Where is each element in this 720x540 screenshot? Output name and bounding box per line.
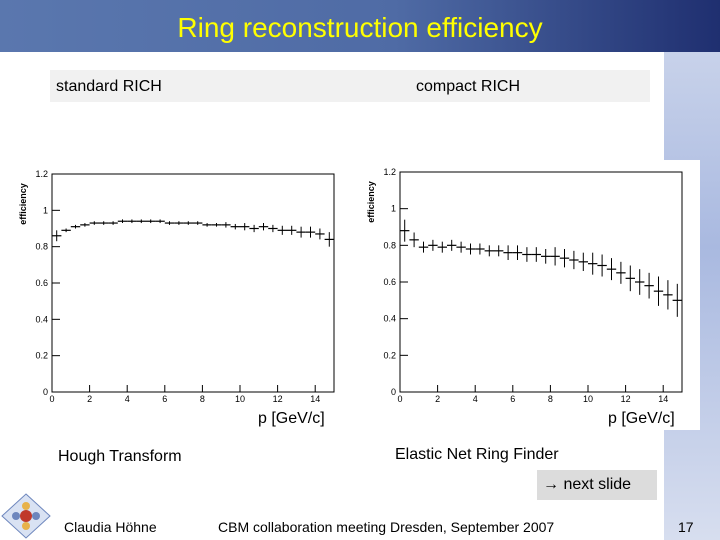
efficiency-charts: 00.20.40.60.811.20 2 4 6 8 10 12 14efficiency00…	[18, 167, 683, 404]
left-x-tick-label: 2	[87, 394, 92, 404]
right-x-tick-label: 6	[510, 394, 515, 404]
left-y-tick-label: 0.4	[35, 314, 48, 324]
chart-panel: 0 0.2 0.4 0.6 0.8 1 1.2 0 2 4 6 8 10 12 14 efficiency 0 0…	[12, 160, 700, 430]
left-plot-title: standard RICH	[56, 78, 162, 95]
left-method-label: Hough Transform	[58, 448, 182, 465]
right-y-tick-label: 0.4	[383, 314, 396, 324]
left-y-tick-label: 0.6	[35, 278, 48, 288]
right-x-tick-label: 14	[658, 394, 668, 404]
left-plot-frame	[51, 173, 335, 393]
left-x-tick-label: 4	[125, 394, 130, 404]
next-slide-box[interactable]: → next slide	[537, 470, 657, 500]
right-y-tick-label: 1	[391, 204, 396, 214]
right-x-tick-label: 12	[621, 394, 631, 404]
plot-titles-bar: standard RICH compact RICH	[50, 70, 650, 102]
right-y-axis-label: efficiency	[366, 181, 376, 223]
right-x-axis-label: p [GeV/c]	[608, 410, 675, 427]
right-x-tick-label: 8	[548, 394, 553, 404]
right-x-tick-label: 4	[473, 394, 478, 404]
right-y-tick-label: 1.2	[383, 167, 396, 177]
author: Claudia Höhne	[64, 519, 157, 535]
slide-title: Ring reconstruction efficiency	[177, 12, 543, 43]
right-y-tick-label: 0.8	[383, 240, 396, 250]
right-y-tick-label: 0.2	[383, 350, 396, 360]
left-x-tick-label: 6	[162, 394, 167, 404]
left-x-tick-label: 0	[49, 394, 54, 404]
cbm-logo-icon	[1, 493, 51, 539]
left-x-tick-label: 8	[200, 394, 205, 404]
left-x-tick-label: 12	[273, 394, 283, 404]
right-x-tick-label: 10	[583, 394, 593, 404]
header-bar: Ring reconstruction efficiency	[0, 0, 720, 52]
left-y-axis-label: efficiency	[18, 183, 28, 225]
left-x-axis-label: p [GeV/c]	[258, 410, 325, 427]
left-x-tick-label: 10	[235, 394, 245, 404]
left-y-tick-label: 0.2	[35, 351, 48, 361]
page-number: 17	[678, 519, 694, 535]
event-name: CBM collaboration meeting Dresden, Septe…	[218, 519, 555, 535]
right-x-tick-label: 2	[435, 394, 440, 404]
next-slide-link[interactable]: → next slide	[543, 476, 632, 493]
right-method-label: Elastic Net Ring Finder	[395, 446, 559, 463]
left-y-tick-label: 1	[43, 205, 48, 215]
left-x-tick-label: 14	[310, 394, 320, 404]
left-y-tick-label: 1.2	[35, 169, 48, 179]
left-y-tick-label: 0.8	[35, 242, 48, 252]
right-x-tick-label: 0	[397, 394, 402, 404]
left-y-tick-label: 0	[43, 387, 48, 397]
right-plot-title: compact RICH	[416, 78, 521, 95]
right-y-tick-label: 0	[391, 387, 396, 397]
right-y-tick-label: 0.6	[383, 277, 396, 287]
